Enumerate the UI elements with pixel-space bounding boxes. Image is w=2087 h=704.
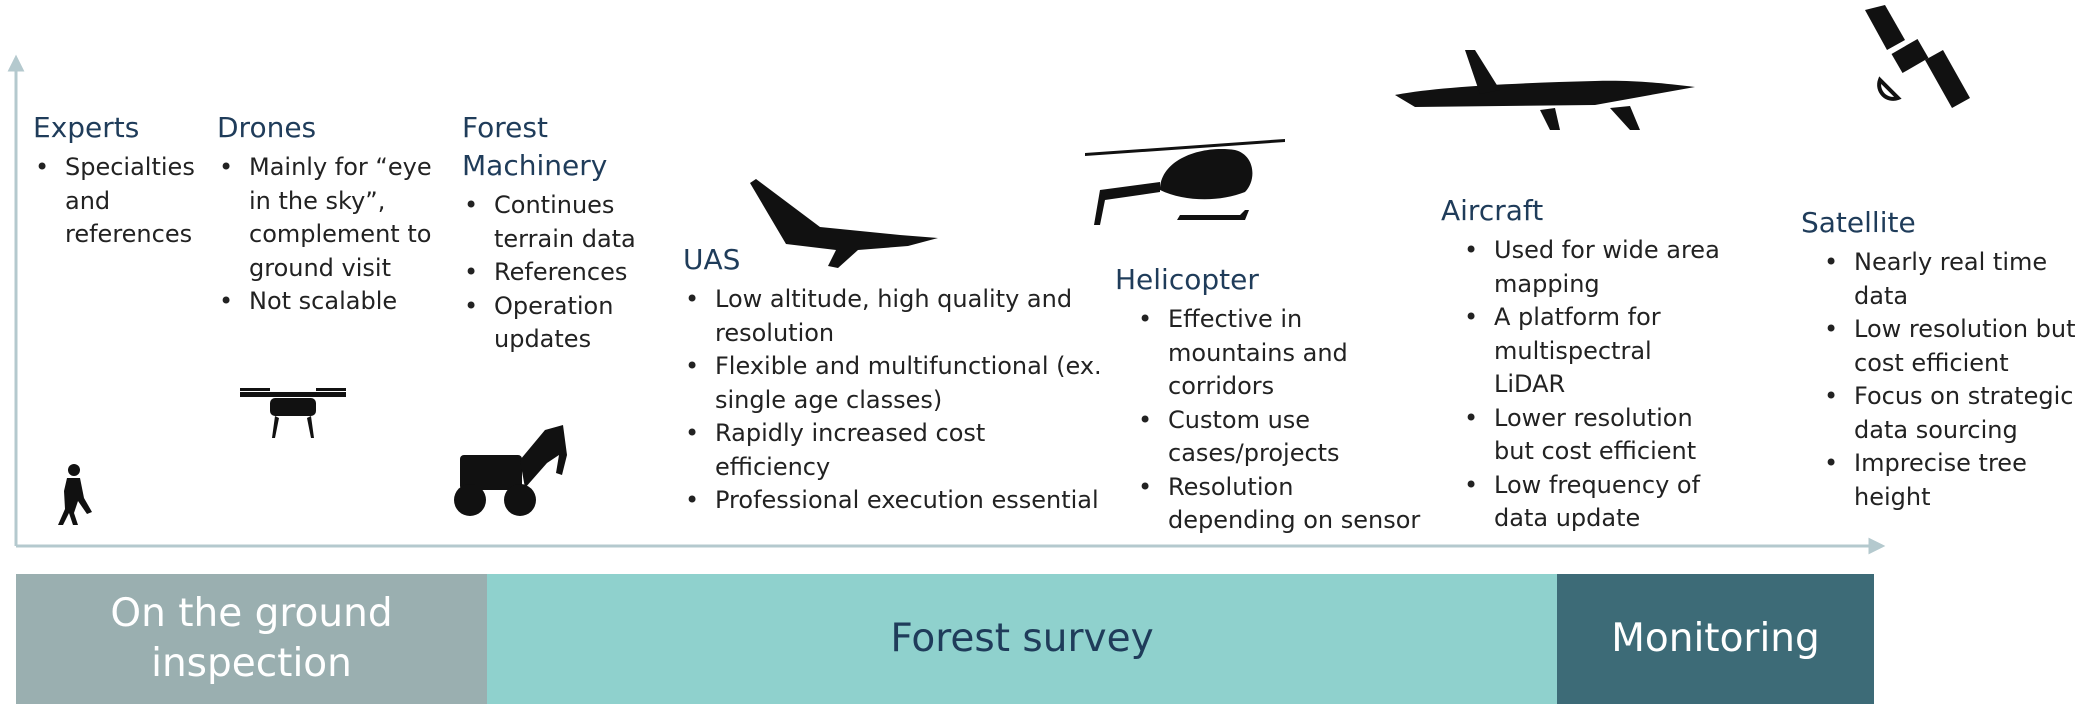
- bullet: Professional execution essential: [715, 484, 1103, 518]
- bullet: Mainly for “eye in the sky”, complement …: [249, 151, 432, 285]
- bullet: Focus on strategic data sourcing: [1854, 380, 2086, 447]
- bullet-list: Nearly real time dataLow resolution but …: [1801, 246, 2086, 514]
- bullet-list: Low altitude, high quality and resolutio…: [683, 283, 1103, 518]
- band: Forest survey: [487, 574, 1557, 704]
- column-title: Drones: [217, 109, 432, 147]
- bullet-list: Effective in mountains and corridorsCust…: [1115, 303, 1425, 538]
- column-title: Satellite: [1801, 204, 2086, 242]
- bullet: Continues terrain data: [494, 189, 642, 256]
- column: UAS Low altitude, high quality and resolu…: [683, 241, 1103, 518]
- bullet: Low altitude, high quality and resolutio…: [715, 283, 1103, 350]
- bullet-list: Used for wide area mappingA platform for…: [1441, 234, 1721, 536]
- column: Aircraft Used for wide area mappingA plat…: [1441, 192, 1721, 536]
- satellite-icon: [1865, 5, 1970, 108]
- drone-icon: [240, 388, 346, 438]
- column-title: UAS: [683, 241, 1103, 279]
- column-title: Forest Machinery: [462, 109, 622, 185]
- column-title: Helicopter: [1115, 261, 1425, 299]
- harvester-icon: [454, 425, 567, 516]
- x-arrow: [1870, 540, 1882, 552]
- column: Experts Specialties and references: [33, 109, 203, 252]
- bullet: Used for wide area mapping: [1494, 234, 1721, 301]
- band: On the ground inspection: [16, 574, 487, 704]
- bullet: Resolution depending on sensor: [1168, 471, 1425, 538]
- bullet-list: Mainly for “eye in the sky”, complement …: [217, 151, 432, 319]
- bullet: Effective in mountains and corridors: [1168, 303, 1425, 404]
- bullet: Operation updates: [494, 290, 642, 357]
- aircraft-icon: [1395, 50, 1695, 130]
- bullet: Specialties and references: [65, 151, 203, 252]
- column-title: Aircraft: [1441, 192, 1721, 230]
- y-arrow: [10, 58, 22, 70]
- bullet: References: [494, 256, 642, 290]
- bullet: Nearly real time data: [1854, 246, 2086, 313]
- bullet-list: Specialties and references: [33, 151, 203, 252]
- bullet: Lower resolution but cost efficient: [1494, 402, 1721, 469]
- walker-icon: [58, 464, 92, 525]
- column-title: Experts: [33, 109, 203, 147]
- bullet: Rapidly increased cost efficiency: [715, 417, 1103, 484]
- helicopter-icon: [1085, 139, 1285, 225]
- bullet: Flexible and multifunctional (ex. single…: [715, 350, 1103, 417]
- bullet-list: Continues terrain dataReferencesOperatio…: [462, 189, 642, 357]
- page: Experts Specialties and references Drones M…: [0, 0, 2087, 704]
- bullet: Low resolution but cost efficient: [1854, 313, 2086, 380]
- column: Satellite Nearly real time dataLow resolu…: [1801, 204, 2086, 514]
- column: Helicopter Effective in mountains and cor…: [1115, 261, 1425, 538]
- band: Monitoring: [1557, 574, 1874, 704]
- column: Forest MachineryContinues terrain dataRe…: [462, 109, 642, 357]
- bullet: Imprecise tree height: [1854, 447, 2086, 514]
- column: Drones Mainly for “eye in the sky”, compl…: [217, 109, 432, 319]
- bullet: Custom use cases/projects: [1168, 404, 1425, 471]
- bullet: A platform for multispectral LiDAR: [1494, 301, 1721, 402]
- bullet: Not scalable: [249, 285, 432, 319]
- bullet: Low frequency of data update: [1494, 469, 1721, 536]
